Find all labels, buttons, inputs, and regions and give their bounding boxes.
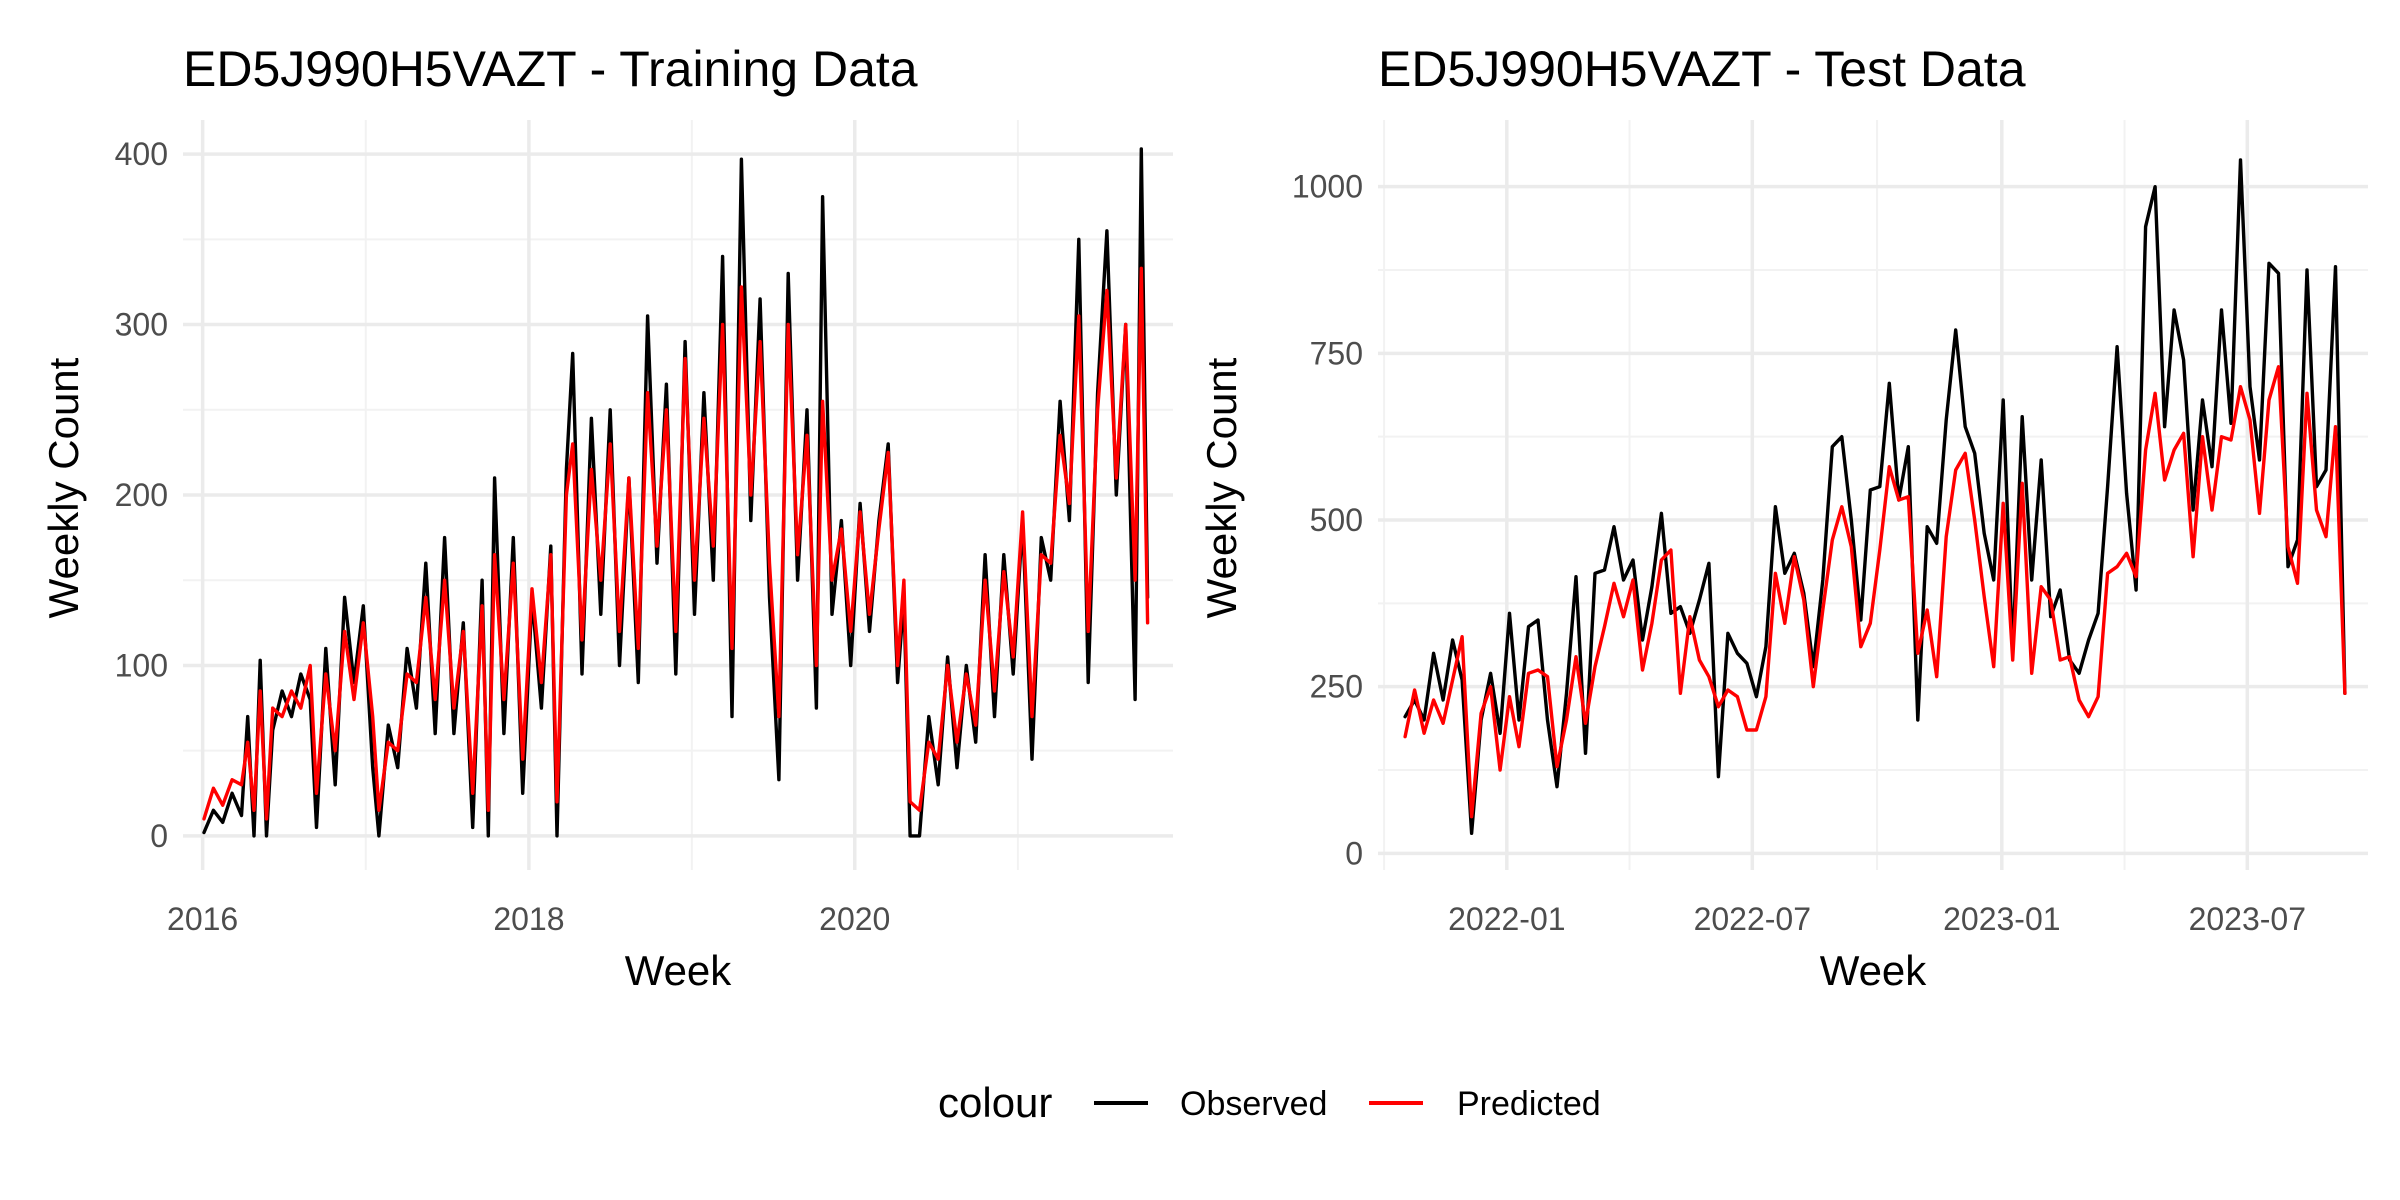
training-x-tick-label: 2020 bbox=[819, 901, 890, 937]
test-data-panel: ED5J990H5VAZT - Test Data 0 250 500 750 1000… bbox=[1198, 41, 2368, 994]
training-y-axis-title: Weekly Count bbox=[40, 357, 87, 618]
legend: colour Observed Predicted bbox=[938, 1079, 1601, 1126]
training-y-tick-label: 200 bbox=[115, 477, 168, 513]
test-x-axis-title: Week bbox=[1820, 947, 1928, 994]
training-chart-title: ED5J990H5VAZT - Training Data bbox=[183, 41, 918, 97]
test-x-tick-label: 2023-07 bbox=[2189, 901, 2306, 937]
test-x-tick-label: 2022-07 bbox=[1694, 901, 1811, 937]
training-y-tick-label: 100 bbox=[115, 647, 168, 683]
test-x-tick-label: 2022-01 bbox=[1448, 901, 1565, 937]
training-y-tick-label: 400 bbox=[115, 136, 168, 172]
test-y-tick-label: 0 bbox=[1345, 835, 1363, 871]
test-y-tick-label: 500 bbox=[1310, 502, 1363, 538]
training-x-axis-title: Week bbox=[625, 947, 733, 994]
legend-label-predicted: Predicted bbox=[1457, 1085, 1601, 1123]
training-y-tick-label: 0 bbox=[150, 818, 168, 854]
test-y-tick-label: 1000 bbox=[1292, 169, 1363, 205]
training-plot-area: 0 100 200 300 400 2016 2018 2020 bbox=[115, 120, 1173, 937]
test-chart-title: ED5J990H5VAZT - Test Data bbox=[1378, 41, 2026, 97]
legend-label-observed: Observed bbox=[1180, 1085, 1327, 1123]
training-x-tick-label: 2016 bbox=[167, 901, 238, 937]
test-y-tick-label: 750 bbox=[1310, 335, 1363, 371]
legend-title: colour bbox=[938, 1079, 1052, 1126]
test-y-axis-title: Weekly Count bbox=[1198, 357, 1245, 618]
training-y-tick-label: 300 bbox=[115, 307, 168, 343]
test-y-tick-label: 250 bbox=[1310, 669, 1363, 705]
training-data-panel: ED5J990H5VAZT - Training Data 0 100 200 300… bbox=[40, 41, 1173, 994]
test-predicted-line bbox=[1403, 365, 2347, 819]
training-x-tick-label: 2018 bbox=[493, 901, 564, 937]
test-x-tick-label: 2023-01 bbox=[1943, 901, 2060, 937]
training-predicted-line bbox=[202, 266, 1150, 821]
test-plot-area: 0 250 500 750 1000 2022-01 2022-07 2023-01 2023-… bbox=[1292, 120, 2368, 937]
